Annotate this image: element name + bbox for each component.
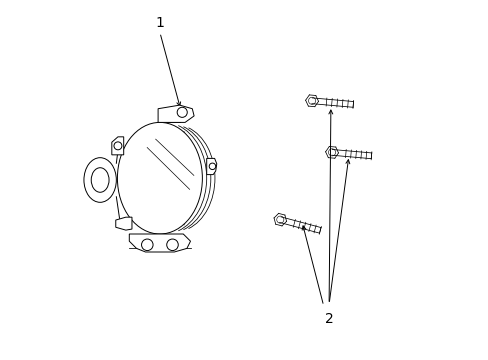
Polygon shape [129,234,190,252]
Polygon shape [116,217,132,230]
Ellipse shape [117,122,202,234]
Circle shape [166,239,178,251]
Text: 1: 1 [155,17,164,30]
Polygon shape [206,158,216,175]
Polygon shape [112,137,123,155]
Circle shape [209,163,215,170]
Circle shape [177,107,187,117]
Ellipse shape [84,158,116,202]
Circle shape [114,142,122,150]
Polygon shape [158,105,194,122]
Text: 2: 2 [324,312,333,325]
Circle shape [141,239,153,251]
